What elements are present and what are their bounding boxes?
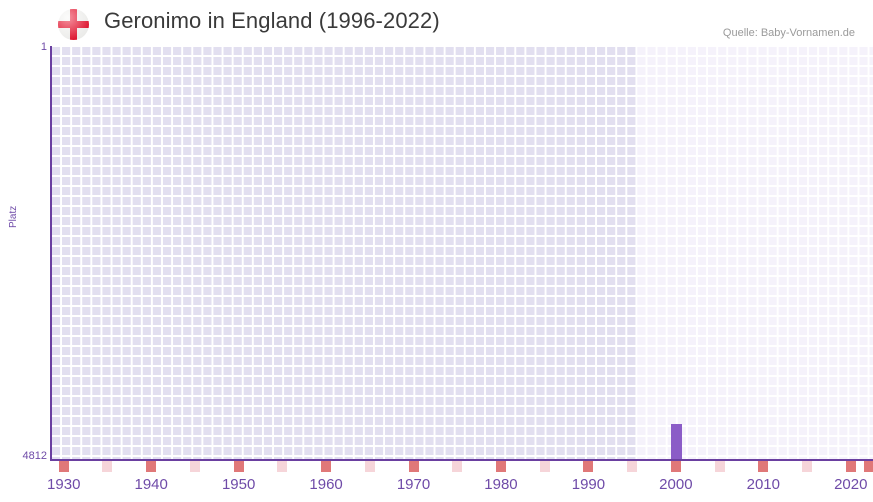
- x-tick-major: [495, 461, 506, 472]
- england-flag-icon: [58, 9, 89, 40]
- x-tick-minor: [102, 461, 113, 472]
- x-tick-minor: [277, 461, 288, 472]
- x-tick-label: 1970: [396, 476, 431, 493]
- x-tick-major: [146, 461, 157, 472]
- y-tick-label-bottom: 4812: [22, 450, 47, 462]
- x-tick-major: [58, 461, 69, 472]
- x-tick-major: [233, 461, 244, 472]
- x-tick-label: 1930: [47, 476, 81, 493]
- y-axis-title: Platz: [8, 205, 19, 228]
- x-tick-major: [758, 461, 769, 472]
- x-tick-major: [864, 461, 873, 472]
- x-tick-label: 1950: [221, 476, 256, 493]
- x-tick-minor: [364, 461, 375, 472]
- flag-gloss: [58, 9, 89, 40]
- grid-lines-shaded: [51, 46, 637, 460]
- x-tick-minor: [189, 461, 200, 472]
- x-tick-major: [408, 461, 419, 472]
- plot-canvas: [51, 46, 873, 460]
- x-tick-minor: [627, 461, 638, 472]
- x-axis-line: [50, 459, 873, 461]
- x-tick-major: [321, 461, 332, 472]
- x-tick-minor: [539, 461, 550, 472]
- out-of-range-shading: [51, 46, 637, 460]
- x-tick-label: 1960: [309, 476, 343, 493]
- x-tick-minor: [802, 461, 813, 472]
- source-attribution: Quelle: Baby-Vornamen.de: [722, 27, 855, 39]
- x-tick-label: 1990: [571, 476, 606, 493]
- x-tick-label: 2020: [834, 476, 868, 493]
- y-axis-line: [50, 46, 52, 460]
- x-tick-label: 1980: [484, 476, 518, 493]
- x-tick-minor: [714, 461, 725, 472]
- x-tick-label: 2010: [746, 476, 780, 493]
- x-tick-minor: [452, 461, 463, 472]
- y-tick-label-top: 1: [40, 41, 47, 53]
- x-tick-major: [670, 461, 681, 472]
- x-tick-label: 1940: [134, 476, 168, 493]
- page-title: Geronimo in England (1996-2022): [104, 8, 440, 33]
- x-tick-major: [583, 461, 594, 472]
- chart-header: Geronimo in England (1996-2022) Quelle: …: [0, 0, 873, 46]
- x-tick-label: 2000: [659, 476, 693, 493]
- x-tick-major: [845, 461, 856, 472]
- bar-datapoint[interactable]: [671, 424, 682, 460]
